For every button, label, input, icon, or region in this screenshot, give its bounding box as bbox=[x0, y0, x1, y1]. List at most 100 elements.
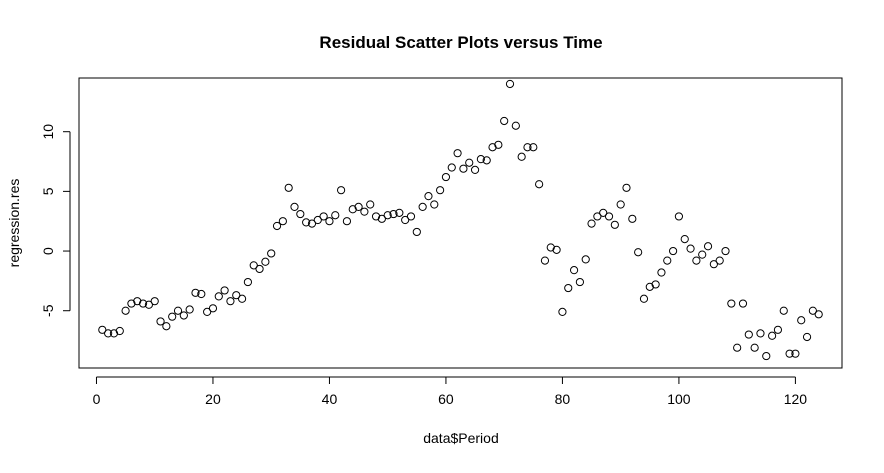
data-point bbox=[756, 329, 765, 338]
x-tick-label: 120 bbox=[784, 391, 808, 407]
data-point bbox=[535, 180, 544, 189]
data-point bbox=[418, 202, 427, 211]
x-tick-label: 60 bbox=[438, 391, 454, 407]
chart-title: Residual Scatter Plots versus Time bbox=[319, 33, 602, 52]
data-point bbox=[127, 299, 136, 308]
y-tick-label: 10 bbox=[40, 124, 56, 140]
data-point bbox=[762, 351, 771, 361]
data-point bbox=[133, 297, 142, 306]
data-point bbox=[325, 217, 334, 226]
data-point bbox=[354, 202, 363, 211]
data-point bbox=[412, 227, 421, 237]
x-tick-label: 80 bbox=[555, 391, 571, 407]
data-points bbox=[98, 79, 823, 361]
data-point bbox=[430, 200, 439, 209]
data-point bbox=[447, 163, 456, 172]
data-point bbox=[709, 260, 718, 269]
data-point bbox=[278, 217, 287, 226]
data-point bbox=[814, 310, 823, 319]
data-point bbox=[156, 317, 165, 326]
data-point bbox=[802, 332, 812, 342]
data-point bbox=[680, 235, 689, 244]
data-point bbox=[436, 186, 445, 195]
data-point bbox=[441, 172, 451, 182]
data-point bbox=[267, 249, 276, 258]
data-point bbox=[540, 256, 550, 265]
data-point bbox=[185, 305, 194, 314]
data-point bbox=[587, 219, 596, 228]
data-point bbox=[220, 286, 229, 295]
data-point bbox=[494, 140, 503, 149]
data-point bbox=[296, 209, 305, 219]
data-point bbox=[604, 212, 614, 221]
data-point bbox=[232, 291, 241, 300]
data-point bbox=[668, 246, 678, 256]
data-point bbox=[249, 261, 258, 270]
data-point bbox=[261, 257, 270, 266]
data-point bbox=[226, 297, 235, 306]
data-point bbox=[639, 294, 649, 303]
data-point bbox=[366, 200, 375, 209]
data-point bbox=[121, 306, 130, 315]
y-tick-label: 0 bbox=[40, 247, 56, 255]
data-point bbox=[144, 300, 153, 309]
data-point bbox=[698, 250, 707, 259]
data-point bbox=[599, 208, 608, 217]
data-point bbox=[104, 329, 113, 338]
data-point bbox=[302, 218, 311, 227]
x-tick-label: 0 bbox=[93, 391, 101, 407]
data-point bbox=[208, 304, 218, 313]
data-point bbox=[313, 215, 322, 225]
y-tick-label: -5 bbox=[40, 304, 56, 317]
data-point bbox=[808, 306, 817, 315]
data-point bbox=[773, 325, 783, 334]
data-point bbox=[482, 156, 491, 165]
data-point bbox=[785, 349, 794, 358]
data-point bbox=[243, 277, 253, 287]
data-point bbox=[488, 143, 497, 152]
data-point bbox=[459, 164, 468, 173]
data-point bbox=[546, 243, 555, 252]
data-point bbox=[389, 209, 398, 219]
data-point bbox=[173, 306, 183, 315]
data-point bbox=[371, 212, 381, 221]
data-point bbox=[645, 282, 654, 291]
data-point bbox=[272, 221, 282, 231]
data-point bbox=[255, 264, 264, 274]
data-point bbox=[721, 246, 730, 256]
data-point bbox=[529, 143, 538, 152]
data-point bbox=[768, 331, 777, 340]
y-axis: -5 0 5 10 bbox=[40, 124, 71, 317]
data-point bbox=[663, 256, 672, 265]
data-point bbox=[511, 121, 520, 130]
data-point bbox=[150, 297, 159, 306]
data-point bbox=[377, 214, 386, 223]
data-point bbox=[162, 322, 171, 331]
data-point bbox=[744, 330, 753, 339]
data-point bbox=[138, 299, 148, 308]
data-point bbox=[98, 325, 107, 334]
data-point bbox=[558, 307, 567, 317]
data-point bbox=[331, 211, 340, 220]
data-point bbox=[465, 158, 474, 167]
x-tick-label: 100 bbox=[667, 391, 691, 407]
data-point bbox=[168, 312, 177, 321]
data-point bbox=[779, 306, 788, 315]
data-point bbox=[517, 152, 526, 161]
data-point bbox=[307, 219, 317, 228]
data-point bbox=[750, 343, 759, 352]
data-point bbox=[797, 316, 806, 325]
data-point bbox=[500, 116, 509, 126]
x-tick-label: 40 bbox=[322, 391, 338, 407]
data-point bbox=[634, 248, 643, 257]
data-point bbox=[197, 289, 206, 299]
data-point bbox=[203, 307, 212, 317]
data-point bbox=[505, 79, 515, 89]
y-axis-label: regression.res bbox=[6, 179, 22, 268]
data-point bbox=[791, 349, 800, 358]
x-tick-label: 20 bbox=[205, 391, 221, 407]
data-point bbox=[552, 245, 561, 254]
data-point bbox=[453, 149, 462, 158]
